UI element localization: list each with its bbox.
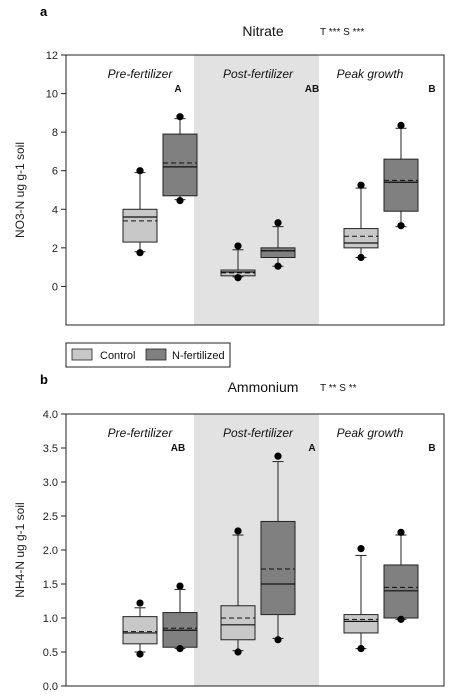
significance-letter: B — [428, 84, 435, 95]
outlier-point-n-fertilized — [176, 113, 184, 121]
panel-a-significance: T *** S *** — [320, 27, 364, 38]
panel-b-label: b — [40, 372, 48, 387]
box-n-fertilized — [260, 520, 296, 616]
y-tick-label: 2 — [52, 243, 58, 255]
y-tick-label: 6 — [52, 166, 58, 178]
box-n-fertilized — [260, 247, 296, 259]
outlier-point-n-fertilized — [176, 197, 184, 205]
period-label: Post-fertilizer — [223, 67, 294, 81]
y-tick-label: 10 — [46, 89, 58, 101]
legend-label-control: Control — [100, 350, 135, 362]
y-tick-label: 0 — [52, 281, 58, 293]
significance-letter: A — [174, 84, 181, 95]
y-tick-label: 2.0 — [43, 545, 58, 557]
panel-b-plot: 0.0 0.5 1.0 1.5 2.0 2.5 3.0 3.5 4.0 NH4-N ug g-1 … — [13, 409, 445, 693]
outlier-point-control — [136, 599, 144, 607]
outlier-point-n-fertilized — [397, 121, 405, 129]
box-control — [122, 208, 158, 243]
outlier-point-n-fertilized — [274, 262, 282, 270]
legend-swatch-control — [71, 348, 93, 361]
shaded-period-band — [194, 55, 319, 325]
outlier-point-control — [136, 249, 144, 257]
outlier-point-control — [234, 274, 242, 282]
outlier-point-control — [136, 650, 144, 658]
outlier-point-n-fertilized — [176, 645, 184, 653]
outlier-point-n-fertilized — [274, 219, 282, 227]
y-tick-label: 0.0 — [43, 681, 58, 693]
panel-a-label: a — [40, 4, 48, 19]
period-label: Post-fertilizer — [223, 426, 294, 440]
period-label: Pre-fertilizer — [108, 67, 174, 81]
y-tick-label: 1.5 — [43, 579, 58, 591]
y-tick-label: 1.0 — [43, 613, 58, 625]
y-tick-label: 3.0 — [43, 477, 58, 489]
significance-letter: B — [428, 443, 435, 454]
significance-letter: AB — [171, 443, 185, 454]
box-control — [220, 605, 256, 641]
box-n-fertilized — [383, 158, 419, 212]
plot-frame — [65, 54, 445, 326]
outlier-point-control — [234, 527, 242, 535]
outlier-point-control — [234, 648, 242, 656]
y-tick-label: 0.5 — [43, 647, 58, 659]
panel-b-title: Ammonium — [228, 379, 299, 395]
y-tick-label: 4.0 — [43, 409, 58, 421]
y-tick-label: 3.5 — [43, 443, 58, 455]
y-axis-label: NO3-N ug g-1 soil — [13, 142, 27, 238]
panel-b-significance: T ** S ** — [320, 383, 357, 394]
significance-letter: A — [308, 443, 315, 454]
period-label: Peak growth — [337, 426, 404, 440]
outlier-point-n-fertilized — [397, 615, 405, 623]
legend: Control N-fertilized — [65, 342, 231, 368]
box-control — [122, 616, 158, 645]
period-label: Peak growth — [337, 67, 404, 81]
outlier-point-control — [357, 545, 365, 553]
y-tick-label: 4 — [52, 204, 58, 216]
box-control — [343, 614, 379, 634]
box-n-fertilized — [162, 133, 198, 197]
shaded-period-band — [194, 414, 319, 686]
outlier-point-n-fertilized — [176, 582, 184, 590]
outlier-point-n-fertilized — [397, 222, 405, 230]
y-tick-label: 8 — [52, 127, 58, 139]
y-tick-label: 12 — [46, 50, 58, 62]
outlier-point-control — [234, 242, 242, 250]
outlier-point-control — [357, 253, 365, 262]
outlier-point-n-fertilized — [274, 636, 282, 644]
outlier-point-control — [357, 645, 365, 653]
outlier-point-control — [136, 167, 144, 175]
outlier-point-n-fertilized — [397, 528, 405, 536]
outlier-point-control — [357, 181, 365, 189]
outlier-point-n-fertilized — [274, 452, 282, 460]
y-axis-label: NH4-N ug g-1 soil — [13, 502, 27, 597]
panel-a-title: Nitrate — [242, 23, 283, 39]
box-n-fertilized — [383, 564, 419, 619]
y-tick-label: 2.5 — [43, 511, 58, 523]
legend-swatch-n-fertilized — [145, 348, 167, 361]
panel-a-plot: 0 2 4 6 8 10 12 NO3-N ug g-1 soil Pre-fertilizer… — [13, 50, 445, 326]
significance-letter: AB — [305, 84, 319, 95]
box-control — [343, 228, 379, 249]
period-label: Pre-fertilizer — [108, 426, 174, 440]
legend-label-n-fertilized: N-fertilized — [172, 350, 225, 362]
